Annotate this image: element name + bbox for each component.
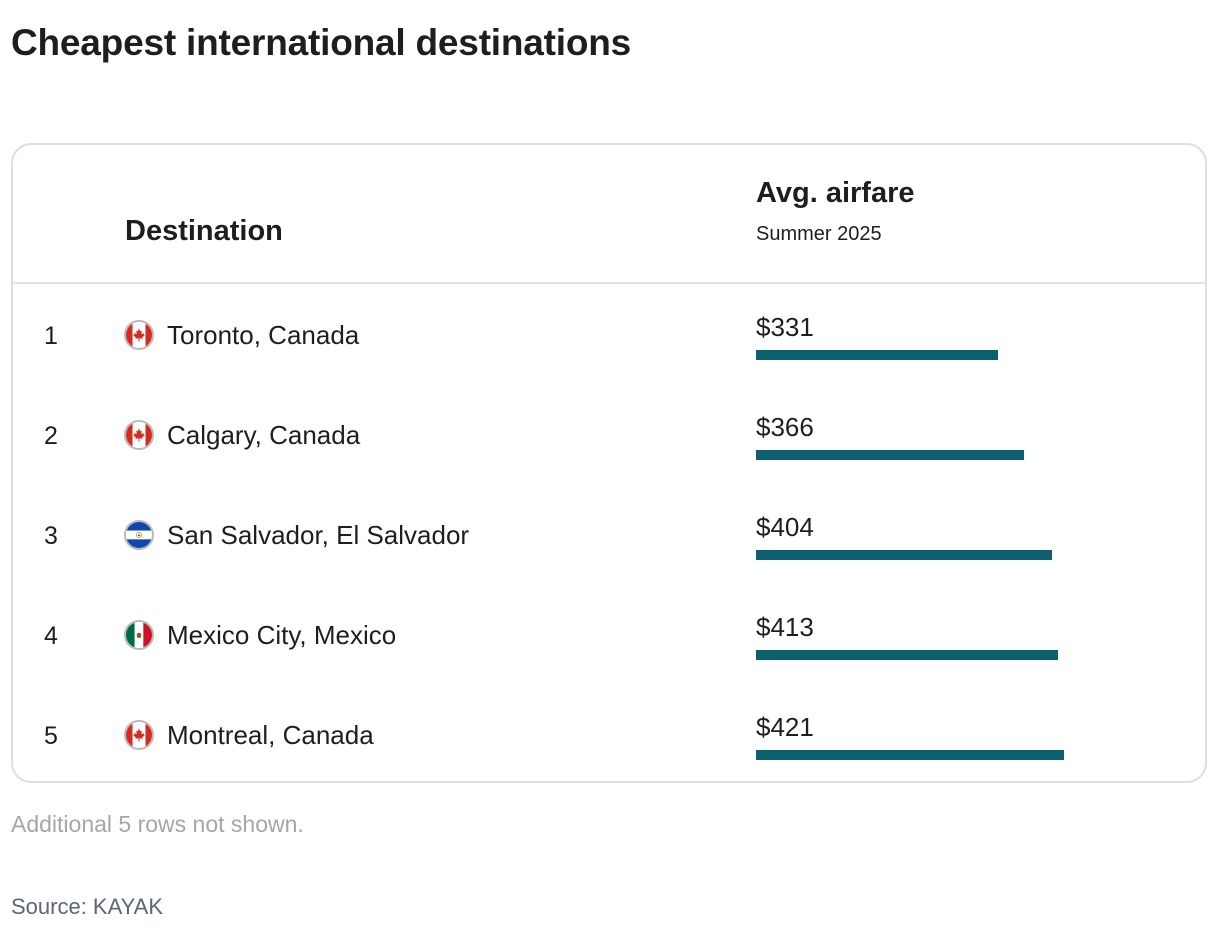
canada-flag-icon [124, 420, 154, 450]
destination-name: Calgary, Canada [167, 420, 361, 450]
airfare-bar [756, 650, 1058, 660]
row-rank: 4 [44, 622, 58, 650]
destination-name: Toronto, Canada [167, 320, 360, 350]
airfare-value: $366 [756, 412, 814, 442]
airfare-column-header: Avg. airfare [756, 177, 915, 209]
table-row: 1 Toronto, Canada $331 [13, 286, 1205, 386]
airfare-column-subheader: Summer 2025 [756, 223, 882, 245]
airfare-value: $421 [756, 712, 814, 742]
row-rank: 1 [44, 322, 58, 350]
destination-name: San Salvador, El Salvador [167, 520, 470, 550]
table-row: 2 Calgary, Canada $366 [13, 386, 1205, 486]
destination-name: Montreal, Canada [167, 720, 374, 750]
row-rank: 2 [44, 422, 58, 450]
airfare-bar [756, 750, 1064, 760]
rows-not-shown-note: Additional 5 rows not shown. [11, 811, 304, 837]
el-salvador-flag-icon [124, 520, 154, 550]
canada-flag-icon [124, 720, 154, 750]
airfare-bar [756, 350, 998, 360]
destination-column-header: Destination [125, 215, 283, 247]
table-header: Destination Avg. airfare Summer 2025 [13, 145, 1205, 284]
airfare-table: Destination Avg. airfare Summer 2025 1 To… [11, 143, 1207, 783]
table-row: 5 Montreal, Canada $421 [13, 686, 1205, 781]
page-title: Cheapest international destinations [11, 22, 632, 63]
airfare-value: $331 [756, 312, 814, 342]
source-note: Source: KAYAK [11, 894, 164, 919]
airfare-bar [756, 550, 1052, 560]
canada-flag-icon [124, 320, 154, 350]
row-rank: 3 [44, 522, 58, 550]
table-row: 4 Mexico City, Mexico $413 [13, 586, 1205, 686]
destination-name: Mexico City, Mexico [167, 620, 397, 650]
table-row: 3 San Salvador, El Salvador $404 [13, 486, 1205, 586]
row-rank: 5 [44, 722, 58, 750]
airfare-value: $413 [756, 612, 814, 642]
mexico-flag-icon [124, 620, 154, 650]
airfare-bar [756, 450, 1024, 460]
airfare-value: $404 [756, 512, 814, 542]
